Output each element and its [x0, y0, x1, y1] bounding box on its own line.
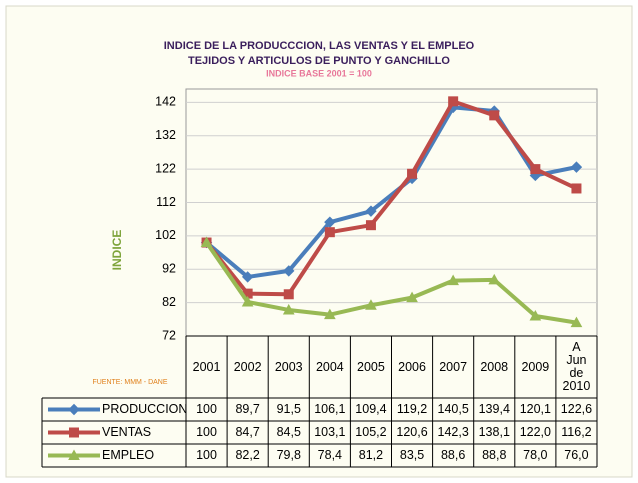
x-tick-label-box: A Jun de 2010: [562, 340, 591, 393]
x-tick-label-box: 2006: [398, 359, 426, 374]
marker: [570, 161, 583, 173]
marker: [448, 96, 459, 107]
data-label: 120,6: [396, 425, 427, 439]
data-label: 140,5: [438, 402, 469, 416]
chart-title: INDICE DE LA PRODUCCCION, LAS VENTAS Y E…: [164, 40, 475, 52]
x-tick-label-box: 2005: [357, 359, 385, 374]
data-label: 84,5: [277, 425, 301, 439]
x-tick-label: 2009: [521, 359, 550, 374]
marker: [241, 271, 254, 283]
marker: [571, 183, 582, 194]
marker: [570, 316, 583, 328]
data-label: 103,1: [314, 425, 345, 439]
x-tick-label-box: 2001: [192, 359, 221, 374]
x-tick-label: 2005: [357, 359, 385, 374]
marker: [282, 303, 295, 315]
marker: [365, 299, 377, 310]
data-label: 100: [196, 425, 217, 439]
x-tick-label-box: 2004: [315, 359, 344, 374]
chart-subtitle: TEJIDOS Y ARTICULOS DE PUNTO Y GANCHILLO: [188, 55, 450, 67]
data-label: 88,8: [482, 448, 506, 462]
data-label: 105,2: [355, 425, 386, 439]
x-tick-label-box: 2009: [521, 359, 550, 374]
y-tick-label: 142: [155, 95, 176, 109]
legend-label: EMPLEO: [102, 448, 154, 462]
marker: [365, 220, 376, 231]
marker: [324, 216, 336, 228]
marker: [447, 274, 459, 286]
data-label: 100: [196, 448, 217, 462]
y-tick-label: 112: [156, 195, 176, 209]
data-label: 83,5: [400, 448, 424, 462]
data-label: 79,8: [277, 448, 301, 462]
x-tick-label: 2003: [274, 359, 303, 374]
data-label: 76,0: [564, 448, 588, 462]
data-label: 84,7: [235, 425, 259, 439]
data-label: 122,6: [561, 402, 592, 416]
y-tick-label: 102: [155, 228, 176, 242]
y-tick-label: 122: [155, 161, 176, 175]
y-tick-label: 82: [162, 295, 176, 309]
x-tick-label: 2002: [233, 359, 262, 374]
data-label: 78,4: [318, 448, 342, 462]
x-tick-label-box: 2007: [439, 359, 468, 374]
marker: [324, 227, 335, 238]
data-label: 142,3: [438, 425, 469, 439]
data-label: 138,1: [479, 425, 510, 439]
series-line: [204, 99, 578, 297]
marker: [407, 168, 418, 179]
x-tick-label: 2006: [398, 359, 426, 374]
marker: [241, 295, 254, 307]
x-tick-label: 2001: [192, 359, 221, 374]
data-label: 88,6: [441, 448, 465, 462]
data-label: 120,1: [520, 402, 551, 416]
x-tick-label: 2008: [480, 359, 509, 374]
data-label: 91,5: [277, 402, 301, 416]
marker: [406, 291, 418, 303]
x-tick-label-box: 2003: [274, 359, 303, 374]
data-label: 89,7: [235, 402, 259, 416]
data-label: 106,1: [314, 402, 345, 416]
x-tick-label: 2007: [439, 359, 468, 374]
data-label: 78,0: [523, 448, 547, 462]
x-tick-label-box: 2008: [480, 359, 509, 374]
marker: [324, 308, 336, 320]
data-label: 82,2: [235, 448, 259, 462]
chart-note: INDICE BASE 2001 = 100: [266, 68, 372, 78]
legend-marker: [68, 449, 80, 460]
y-tick-label: 92: [162, 262, 176, 276]
y-axis-label: INDICE: [110, 230, 124, 271]
legend-label: VENTAS: [102, 425, 151, 439]
legend-marker: [69, 427, 79, 438]
data-label: 100: [196, 402, 217, 416]
data-label: 122,0: [520, 425, 551, 439]
marker: [488, 273, 501, 285]
marker: [365, 205, 377, 217]
marker: [529, 309, 542, 321]
x-tick-label: A Jun de 2010: [562, 340, 591, 393]
marker: [283, 289, 294, 300]
data-label: 81,2: [359, 448, 383, 462]
y-tick-label: 72: [162, 328, 176, 342]
marker: [283, 265, 295, 277]
legend-marker: [68, 403, 80, 416]
data-label: 139,4: [479, 402, 510, 416]
marker: [489, 110, 500, 121]
data-label: 109,4: [355, 402, 386, 416]
series-line: [204, 241, 577, 325]
x-tick-label-box: 2002: [233, 359, 262, 374]
legend-label: PRODUCCION: [102, 402, 187, 416]
x-tick-label: 2004: [315, 359, 344, 374]
data-label: 116,2: [561, 425, 591, 439]
y-tick-label: 132: [155, 128, 176, 142]
data-label: 119,2: [397, 402, 427, 416]
marker: [530, 164, 541, 175]
source: FUENTE: MMM - DANE: [92, 379, 167, 386]
marker: [200, 236, 213, 248]
